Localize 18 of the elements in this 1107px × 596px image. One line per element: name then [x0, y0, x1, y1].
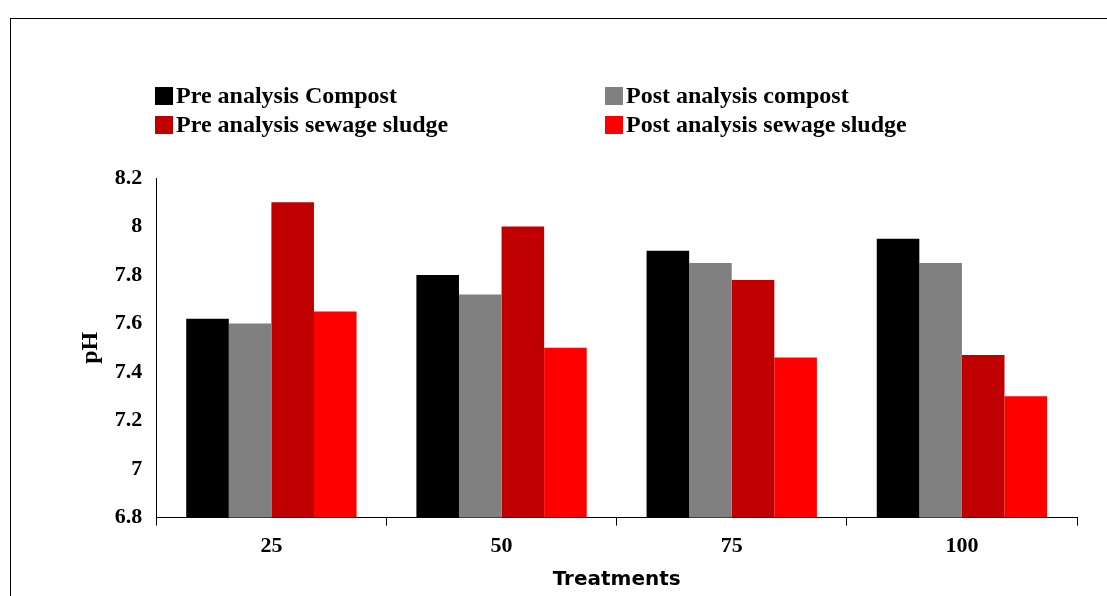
x-tick-label: 75 [720, 532, 743, 558]
legend-label: Pre analysis Compost [176, 82, 397, 109]
y-tick-label: 7.8 [114, 260, 143, 286]
y-tick-label: 6.8 [114, 503, 143, 529]
y-axis-title: pH [75, 331, 102, 364]
y-tick-label: 7.2 [114, 406, 143, 432]
y-tick-label: 8 [131, 212, 143, 238]
x-axis-title: Treatments [552, 566, 681, 591]
legend-label: Post analysis sewage sludge [626, 111, 907, 138]
legend-label: Post analysis compost [626, 82, 849, 109]
x-tick-label: 50 [490, 532, 513, 558]
legend-label: Pre analysis sewage sludge [176, 111, 449, 138]
x-tick-label: 25 [260, 532, 283, 558]
y-tick-label: 7.4 [114, 357, 143, 383]
x-tick-label: 100 [945, 532, 979, 558]
y-tick-label: 7 [131, 454, 143, 480]
y-tick-label: 8.2 [114, 163, 143, 189]
y-tick-label: 7.6 [114, 309, 143, 335]
